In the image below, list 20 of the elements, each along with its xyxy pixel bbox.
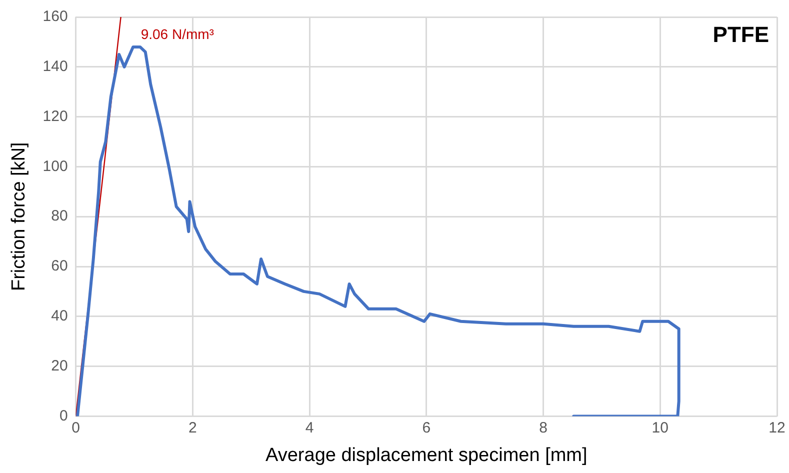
y-tick-label: 80 (51, 208, 68, 225)
x-tick-label: 0 (72, 419, 80, 436)
series-label: 9.06 N/mm³ (140, 26, 214, 42)
y-axis-title: Friction force [kN] (8, 142, 30, 292)
x-tick-label: 2 (188, 419, 197, 436)
x-tick-label: 12 (768, 419, 786, 436)
y-tick-label: 120 (42, 108, 68, 125)
y-tick-label: 0 (59, 407, 68, 424)
y-tick-label: 160 (42, 8, 68, 26)
y-tick-label: 140 (42, 58, 68, 76)
x-tick-label: 10 (652, 419, 668, 436)
y-tick-label: 40 (51, 308, 68, 325)
y-tick-label: 60 (51, 258, 68, 275)
x-axis-title: Average displacement specimen [mm] (266, 444, 588, 466)
x-tick-label: 6 (422, 419, 431, 436)
annotation: PTFE (712, 22, 769, 48)
y-tick-label: 20 (51, 357, 68, 374)
x-tick-label: 4 (305, 419, 314, 436)
x-tick-label: 8 (539, 419, 548, 436)
y-tick-label: 100 (42, 158, 68, 175)
